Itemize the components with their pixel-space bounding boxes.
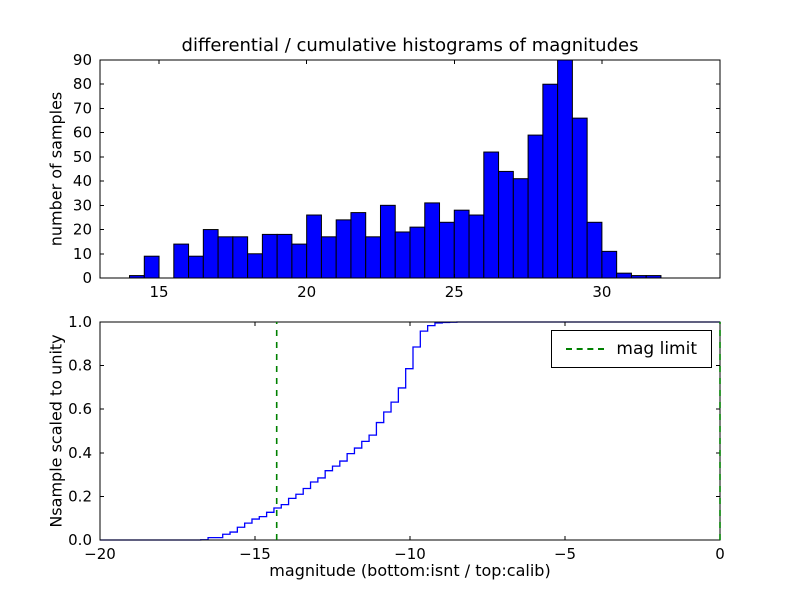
cumulative-step-line <box>100 321 720 541</box>
histogram-bar <box>173 243 190 279</box>
svg-text:−15: −15 <box>239 545 271 563</box>
histogram-bar <box>335 219 352 279</box>
svg-text:−20: −20 <box>84 545 116 563</box>
chart-title: differential / cumulative histograms of … <box>181 35 639 56</box>
legend-label: mag limit <box>616 339 697 359</box>
svg-text:70: 70 <box>73 99 92 117</box>
histogram-bar <box>291 243 308 279</box>
svg-text:−5: −5 <box>554 545 576 563</box>
svg-text:20: 20 <box>297 283 316 301</box>
histogram-bar <box>483 151 500 279</box>
histogram-bar <box>542 83 559 279</box>
histogram-bar <box>468 214 485 279</box>
histogram-bar <box>320 236 337 279</box>
histogram-bar <box>365 236 381 279</box>
svg-text:1.0: 1.0 <box>68 313 92 331</box>
histogram-bar <box>394 231 411 279</box>
svg-text:−10: −10 <box>394 545 426 563</box>
histogram-bar <box>616 272 632 279</box>
svg-text:0.4: 0.4 <box>68 444 92 462</box>
tick-labels: 15 20 25 30 0 10 20 30 40 50 60 70 80 90 <box>73 51 612 301</box>
svg-text:25: 25 <box>445 283 464 301</box>
histogram-bar <box>261 233 278 279</box>
svg-text:80: 80 <box>73 75 92 93</box>
axes-frame <box>99 59 721 279</box>
svg-text:0: 0 <box>82 269 92 287</box>
histogram-bar <box>571 117 588 279</box>
histogram-bar <box>306 214 322 279</box>
histogram-bar <box>498 170 514 279</box>
svg-text:30: 30 <box>73 196 92 214</box>
svg-text:40: 40 <box>73 172 92 190</box>
histogram-bar <box>439 221 455 279</box>
svg-text:10: 10 <box>73 245 92 263</box>
histogram-bar <box>379 204 396 279</box>
histogram-bar <box>557 59 573 279</box>
svg-text:30: 30 <box>592 283 611 301</box>
legend: mag limit <box>551 330 712 368</box>
svg-text:60: 60 <box>73 124 92 142</box>
histogram-bar <box>409 226 426 279</box>
histogram-bar <box>601 250 618 279</box>
tick-labels: −20 −15 −10 −5 0 0.0 0.2 0.4 0.6 0.8 1.0 <box>68 313 725 563</box>
histogram-bar <box>232 236 249 279</box>
svg-text:20: 20 <box>73 221 92 239</box>
histogram-bar <box>527 134 544 279</box>
histogram-bar <box>424 202 441 279</box>
histogram-bar <box>586 221 603 279</box>
histogram-bar <box>276 233 293 279</box>
svg-text:0.8: 0.8 <box>68 357 92 375</box>
svg-text:15: 15 <box>150 283 169 301</box>
histogram-bar <box>453 209 470 279</box>
svg-text:90: 90 <box>73 51 92 69</box>
histogram-bar <box>512 178 529 279</box>
histogram-bar <box>188 255 204 279</box>
svg-text:0.0: 0.0 <box>68 531 92 549</box>
histogram-bar <box>247 253 263 279</box>
legend-dashed-line-sample <box>566 348 605 350</box>
histogram-bar <box>143 255 160 279</box>
svg-text:0.2: 0.2 <box>68 487 92 505</box>
histogram-bar <box>217 236 234 279</box>
svg-text:0: 0 <box>715 545 725 563</box>
svg-text:0.6: 0.6 <box>68 400 92 418</box>
histogram-bar <box>202 229 219 279</box>
svg-text:50: 50 <box>73 148 92 166</box>
tick-marks <box>100 59 720 279</box>
histogram-bars <box>129 59 662 279</box>
histogram-bar <box>350 212 367 279</box>
x-axis-label: magnitude (bottom:isnt / top:calib) <box>269 561 551 580</box>
